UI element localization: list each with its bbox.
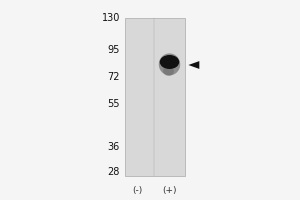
Text: (+): (+): [162, 186, 177, 195]
Text: 55: 55: [107, 99, 120, 109]
Polygon shape: [188, 61, 199, 69]
Bar: [124, 18, 184, 176]
Ellipse shape: [159, 53, 180, 75]
Ellipse shape: [160, 55, 179, 69]
Text: 95: 95: [108, 45, 120, 55]
Text: 130: 130: [102, 13, 120, 23]
Ellipse shape: [163, 66, 174, 76]
Text: (-): (-): [132, 186, 142, 195]
Text: 36: 36: [108, 142, 120, 152]
Text: 28: 28: [108, 167, 120, 177]
Text: 72: 72: [107, 72, 120, 82]
